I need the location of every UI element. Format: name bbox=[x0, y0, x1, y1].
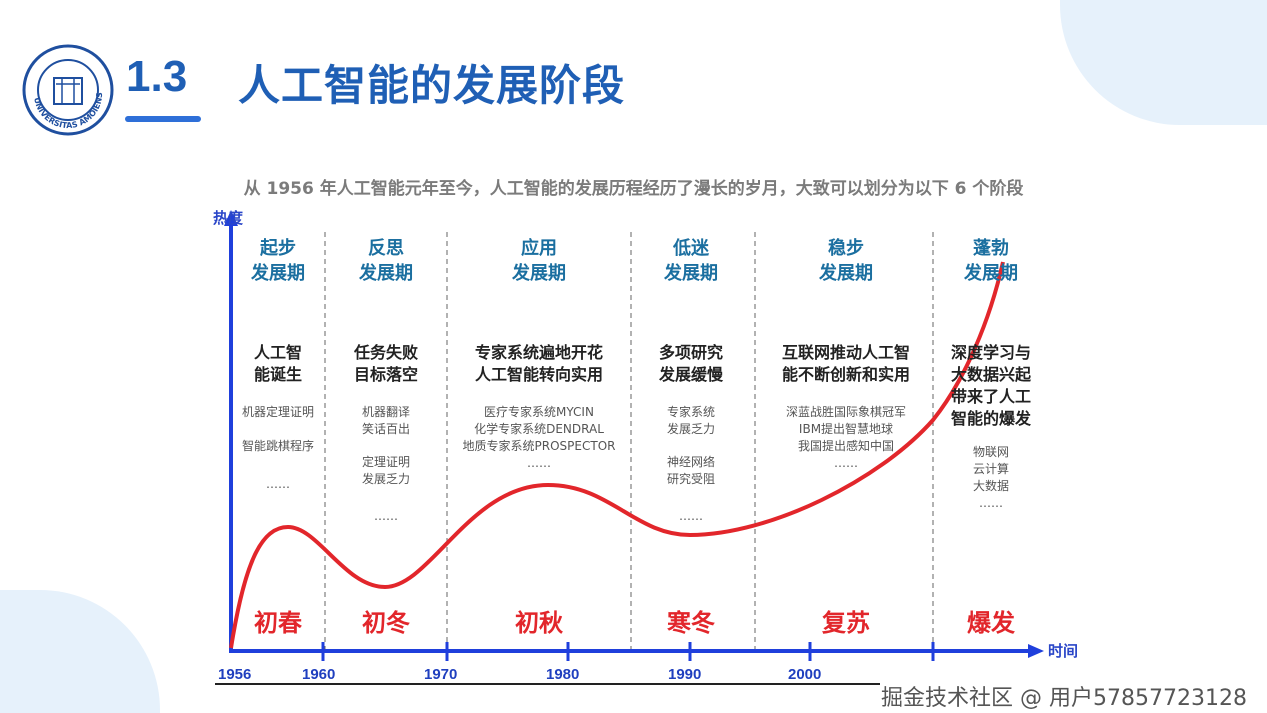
stage-detail: 定理证明 发展乏力 bbox=[361, 455, 411, 486]
stage-detail: 物联网 云计算 大数据 …… bbox=[972, 445, 1010, 510]
season-label: 初秋 bbox=[515, 609, 563, 637]
stage-detail: 专家系统 发展乏力 bbox=[666, 405, 716, 436]
stage-summary: 互联网推动人工智 能不断创新和实用 bbox=[781, 343, 911, 384]
y-axis-arrow bbox=[224, 210, 238, 226]
university-logo: UNIVERSITAS AMOIENSIS bbox=[22, 44, 114, 136]
season-label: 初春 bbox=[254, 609, 302, 637]
stage-title: 蓬勃 发展期 bbox=[964, 238, 1018, 284]
stage-dividers bbox=[324, 232, 934, 650]
stage-title: 反思 发展期 bbox=[359, 238, 413, 284]
year-label: 1980 bbox=[546, 666, 580, 683]
stage-detail: …… bbox=[374, 509, 398, 523]
stage-title: 应用 发展期 bbox=[512, 238, 566, 284]
heat-curve bbox=[229, 261, 1005, 649]
year-label: 1970 bbox=[424, 666, 458, 683]
stage-detail: …… bbox=[266, 477, 290, 491]
year-label: 1956 bbox=[218, 666, 252, 683]
stage-title: 稳步 发展期 bbox=[819, 238, 873, 284]
page-title: 人工智能的发展阶段 bbox=[238, 61, 626, 110]
season-label: 寒冬 bbox=[667, 609, 715, 637]
stage-detail: 智能跳棋程序 bbox=[241, 439, 315, 453]
subtitle: 从 1956 年人工智能元年至今，人工智能的发展历程经历了漫长的岁月，大致可以划… bbox=[243, 179, 1024, 199]
stage-detail: 医疗专家系统MYCIN 化学专家系统DENDRAL 地质专家系统PROSPECT… bbox=[462, 405, 616, 470]
season-label: 初冬 bbox=[362, 609, 410, 637]
season-label: 爆发 bbox=[967, 609, 1015, 637]
stage-detail: 神经网络 研究受阻 bbox=[666, 455, 716, 486]
stage-title: 起步 发展期 bbox=[251, 238, 305, 284]
stage-summary: 专家系统遍地开花 人工智能转向实用 bbox=[474, 343, 604, 384]
stage-detail: …… bbox=[679, 509, 703, 523]
year-label: 2000 bbox=[788, 666, 822, 683]
watermark: 掘金技术社区 @ 用户57857723128 bbox=[881, 686, 1247, 711]
x-axis-arrow bbox=[1028, 644, 1044, 658]
stage-detail: 机器定理证明 bbox=[241, 405, 315, 419]
stage-summary: 人工智 能诞生 bbox=[253, 343, 303, 384]
stage-title: 低迷 发展期 bbox=[664, 238, 718, 284]
stage-summary: 多项研究 发展缓慢 bbox=[658, 343, 724, 384]
stage-summary: 任务失败 目标落空 bbox=[353, 343, 419, 384]
x-axis-label: 时间 bbox=[1048, 642, 1079, 660]
year-label: 1960 bbox=[302, 666, 336, 683]
section-number: 1.3 bbox=[126, 52, 188, 101]
stage-detail: 机器翻译 笑话百出 bbox=[361, 405, 411, 436]
x-ticks bbox=[321, 642, 935, 661]
y-axis-label: 热度 bbox=[213, 209, 244, 227]
season-label: 复苏 bbox=[822, 609, 870, 637]
title-underline bbox=[125, 116, 201, 122]
stage-detail: 深蓝战胜国际象棋冠军 IBM提出智慧地球 我国提出感知中国 …… bbox=[785, 405, 907, 470]
year-label: 1990 bbox=[668, 666, 702, 683]
stage-summary: 深度学习与 大数据兴起 带来了人工 智能的爆发 bbox=[950, 343, 1032, 428]
